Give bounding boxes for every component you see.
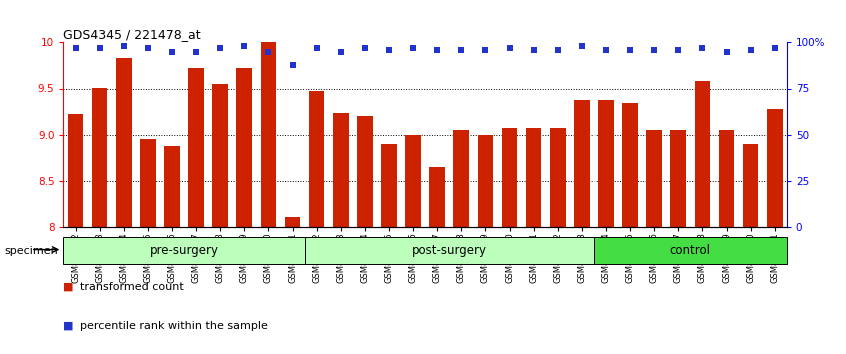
Text: pre-surgery: pre-surgery — [150, 244, 218, 257]
Point — [261, 49, 275, 55]
Point — [334, 49, 348, 55]
Point — [310, 45, 323, 51]
Point — [551, 47, 564, 53]
Point — [69, 45, 82, 51]
Bar — [309, 91, 325, 227]
Text: specimen: specimen — [4, 246, 58, 256]
Bar — [622, 103, 638, 227]
Bar — [116, 58, 132, 227]
Point — [527, 47, 541, 53]
Point — [406, 45, 420, 51]
Bar — [305, 237, 594, 264]
Bar — [91, 88, 107, 227]
Point — [624, 47, 637, 53]
Point — [238, 43, 251, 49]
Bar — [405, 135, 421, 227]
Point — [479, 47, 492, 53]
Bar — [429, 167, 445, 227]
Bar — [718, 130, 734, 227]
Bar — [550, 128, 566, 227]
Bar — [188, 68, 204, 227]
Bar — [68, 114, 84, 227]
Point — [431, 47, 444, 53]
Bar — [453, 130, 470, 227]
Bar — [525, 128, 541, 227]
Bar — [357, 116, 373, 227]
Bar — [164, 147, 180, 227]
Bar — [766, 109, 783, 227]
Bar — [140, 139, 156, 227]
Bar — [236, 68, 252, 227]
Bar — [261, 42, 277, 227]
Bar — [332, 113, 349, 227]
Text: ■: ■ — [63, 282, 74, 292]
Text: control: control — [670, 244, 711, 257]
Point — [286, 62, 299, 67]
Point — [190, 49, 203, 55]
Bar — [63, 237, 305, 264]
Point — [503, 45, 516, 51]
Text: GDS4345 / 221478_at: GDS4345 / 221478_at — [63, 28, 201, 41]
Point — [768, 45, 782, 51]
Point — [117, 43, 130, 49]
Bar — [574, 99, 590, 227]
Bar — [594, 237, 787, 264]
Text: percentile rank within the sample: percentile rank within the sample — [80, 321, 268, 331]
Point — [647, 47, 661, 53]
Bar — [695, 81, 711, 227]
Bar — [743, 144, 759, 227]
Point — [213, 45, 227, 51]
Point — [382, 47, 396, 53]
Point — [744, 47, 757, 53]
Point — [358, 45, 371, 51]
Text: transformed count: transformed count — [80, 282, 184, 292]
Point — [599, 47, 613, 53]
Point — [141, 45, 155, 51]
Point — [695, 45, 709, 51]
Point — [454, 47, 468, 53]
Bar — [284, 217, 300, 227]
Bar — [646, 130, 662, 227]
Bar — [670, 130, 686, 227]
Point — [165, 49, 179, 55]
Bar — [598, 99, 614, 227]
Bar — [502, 128, 518, 227]
Point — [93, 45, 107, 51]
Text: ■: ■ — [63, 321, 74, 331]
Text: post-surgery: post-surgery — [412, 244, 486, 257]
Bar — [477, 135, 493, 227]
Point — [672, 47, 685, 53]
Point — [575, 43, 589, 49]
Bar — [212, 84, 228, 227]
Bar — [381, 144, 397, 227]
Point — [720, 49, 733, 55]
